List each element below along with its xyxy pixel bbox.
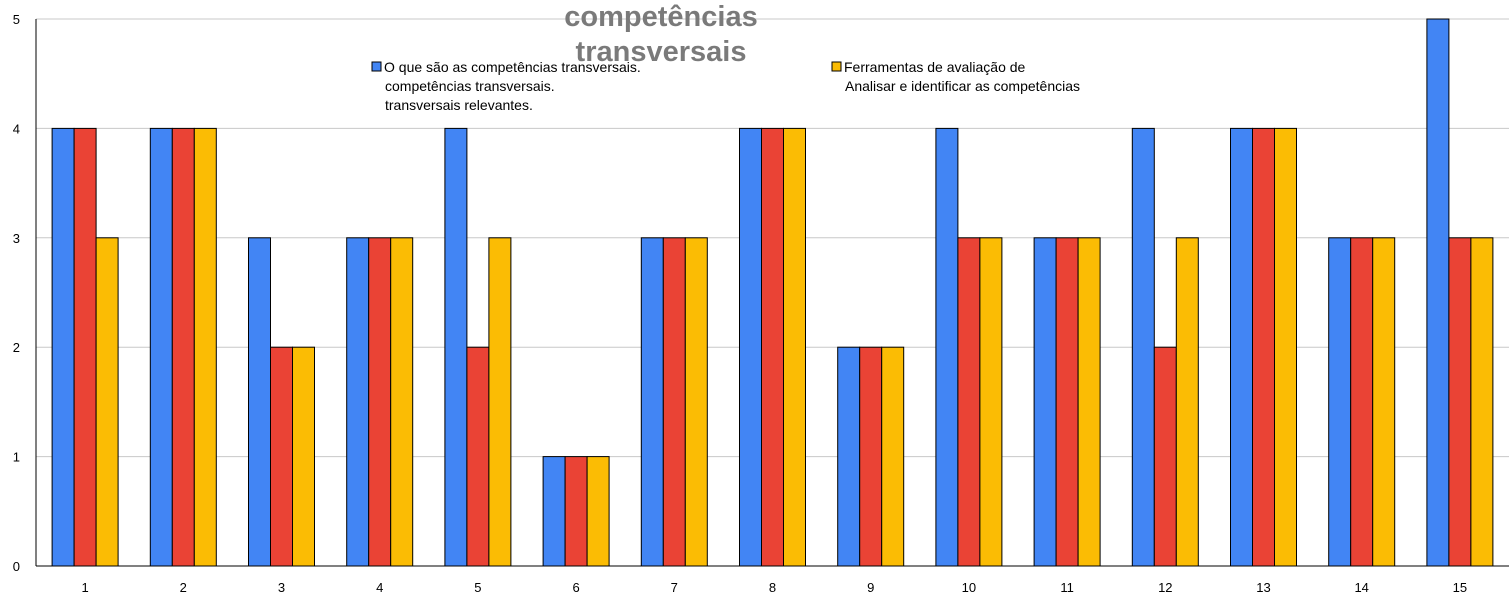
legend-swatch	[831, 61, 842, 72]
bar	[346, 237, 370, 567]
bar	[586, 456, 610, 567]
y-tick-label: 0	[13, 559, 20, 574]
bar	[248, 237, 271, 567]
bar	[51, 127, 75, 567]
bar	[95, 237, 119, 567]
legend-label: Ferramentas de avaliação de	[844, 59, 1026, 75]
x-tick-label: 5	[474, 580, 481, 595]
bar	[444, 127, 468, 567]
bar	[542, 456, 566, 567]
bar	[1077, 237, 1101, 567]
bar	[837, 346, 861, 567]
y-tick-label: 4	[13, 121, 20, 136]
y-tick-label: 3	[13, 231, 20, 246]
bar	[640, 237, 664, 567]
bar	[1328, 237, 1352, 567]
legend-swatch	[371, 61, 382, 72]
bar	[270, 346, 293, 567]
bar	[1274, 127, 1297, 567]
bar	[935, 127, 959, 567]
y-tick-label: 1	[13, 450, 20, 465]
bar	[1055, 237, 1079, 567]
x-tick-label: 2	[180, 580, 187, 595]
legend-label: transversais relevantes.	[385, 97, 533, 113]
bar	[957, 237, 981, 567]
bar	[390, 237, 414, 567]
bar	[466, 346, 490, 567]
bar	[488, 237, 512, 567]
bar	[1131, 127, 1155, 567]
chart-title: transversais	[576, 36, 747, 68]
x-tick-label: 14	[1354, 580, 1368, 595]
bar	[292, 346, 315, 567]
bar	[739, 127, 762, 567]
bar	[881, 346, 905, 567]
x-tick-label: 13	[1256, 580, 1270, 595]
x-tick-label: 11	[1060, 580, 1074, 595]
x-tick-label: 10	[962, 580, 976, 595]
x-tick-label: 15	[1453, 580, 1467, 595]
x-tick-label: 1	[81, 580, 88, 595]
bar	[73, 127, 97, 567]
bar	[979, 237, 1003, 567]
bar	[1033, 237, 1057, 567]
y-tick-label: 5	[13, 12, 20, 27]
bar	[761, 127, 784, 567]
bar	[564, 456, 588, 567]
bar	[149, 127, 173, 567]
bar	[1230, 127, 1253, 567]
x-tick-label: 9	[867, 580, 874, 595]
bar	[368, 237, 392, 567]
bar	[1372, 237, 1396, 567]
x-tick-label: 6	[572, 580, 579, 595]
bar	[783, 127, 806, 567]
bar	[1470, 237, 1494, 567]
bar	[193, 127, 217, 567]
bar	[1350, 237, 1374, 567]
bar	[1252, 127, 1275, 567]
y-tick-label: 2	[13, 340, 20, 355]
bar	[859, 346, 883, 567]
x-tick-label: 4	[376, 580, 383, 595]
legend-label: competências transversais.	[385, 78, 555, 94]
bar	[662, 237, 686, 567]
x-tick-label: 7	[671, 580, 678, 595]
bar	[684, 237, 708, 567]
bar	[171, 127, 195, 567]
x-tick-label: 12	[1158, 580, 1172, 595]
legend-label: Analisar e identificar as competências	[845, 78, 1080, 94]
x-tick-label: 8	[769, 580, 776, 595]
chart-title: competências	[564, 1, 757, 33]
legend-label: O que são as competências transversais.	[384, 59, 641, 75]
bar	[1448, 237, 1472, 567]
bar	[1175, 237, 1199, 567]
bar	[1153, 346, 1177, 567]
bar	[1426, 18, 1450, 567]
x-tick-label: 3	[278, 580, 285, 595]
